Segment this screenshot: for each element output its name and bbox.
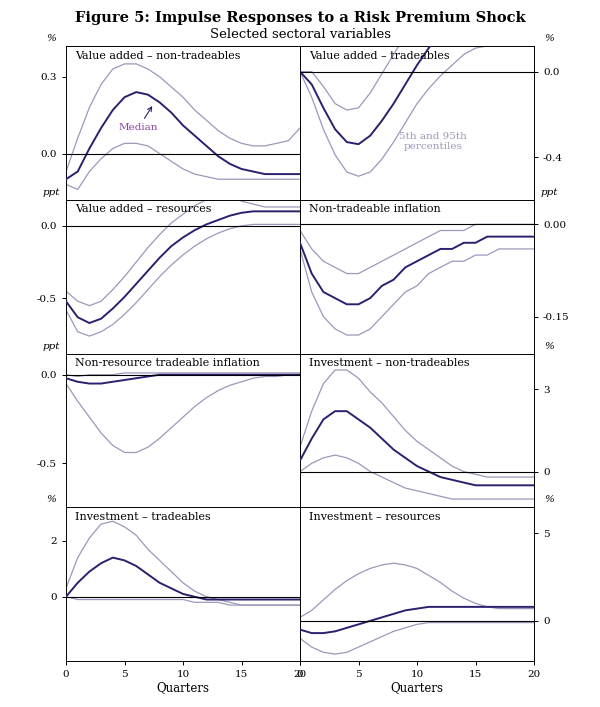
Text: Median: Median — [119, 107, 158, 132]
Text: Figure 5: Impulse Responses to a Risk Premium Shock: Figure 5: Impulse Responses to a Risk Pr… — [74, 11, 526, 25]
Text: %: % — [544, 496, 554, 505]
Text: ppt: ppt — [43, 341, 59, 351]
Text: Quarters: Quarters — [391, 682, 443, 694]
Text: %: % — [544, 34, 554, 43]
Text: Value added – resources: Value added – resources — [76, 204, 212, 214]
Text: Non-tradeable inflation: Non-tradeable inflation — [310, 204, 441, 214]
Text: %: % — [544, 341, 554, 351]
Text: ppt: ppt — [541, 188, 557, 197]
Text: Investment – non-tradeables: Investment – non-tradeables — [310, 358, 470, 368]
Text: 5th and 95th
percentiles: 5th and 95th percentiles — [400, 132, 467, 151]
Text: Selected sectoral variables: Selected sectoral variables — [209, 28, 391, 41]
Text: ppt: ppt — [43, 188, 59, 197]
Text: Investment – resources: Investment – resources — [310, 512, 441, 522]
Text: Non-resource tradeable inflation: Non-resource tradeable inflation — [76, 358, 260, 368]
Text: Investment – tradeables: Investment – tradeables — [76, 512, 211, 522]
Text: Value added – non-tradeables: Value added – non-tradeables — [76, 51, 241, 61]
Text: %: % — [46, 496, 56, 505]
Text: %: % — [46, 34, 56, 43]
Text: Quarters: Quarters — [157, 682, 209, 694]
Text: Value added – tradeables: Value added – tradeables — [310, 51, 450, 61]
